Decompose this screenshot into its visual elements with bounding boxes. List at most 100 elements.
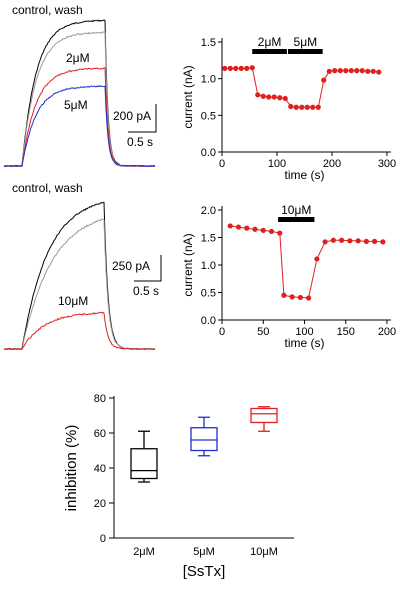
ytick-label-b: 1.0 bbox=[201, 74, 216, 86]
trace-label-2uM: 2μM bbox=[66, 51, 90, 65]
xtick-label-d: 200 bbox=[378, 326, 396, 338]
application-bar-label: 2μM bbox=[258, 35, 282, 49]
application-bar bbox=[288, 49, 323, 54]
panel-c-current-traces: control, wash 10μM 250 pA 0.5 s bbox=[3, 181, 162, 351]
axes-b bbox=[221, 38, 391, 153]
data-point-b bbox=[260, 93, 266, 99]
data-point-b bbox=[348, 68, 354, 74]
trace-a-5uM bbox=[3, 85, 156, 168]
trace-c-wash bbox=[3, 218, 156, 351]
ytick-label-d: 0.5 bbox=[201, 288, 216, 300]
ytick-label-d: 2.0 bbox=[201, 205, 216, 217]
ytick-label-e: 40 bbox=[94, 463, 106, 475]
data-point-d bbox=[330, 237, 336, 243]
ytick-label-e: 60 bbox=[94, 428, 106, 440]
data-point-d bbox=[235, 224, 242, 230]
xtick-label-b: 0 bbox=[219, 158, 225, 170]
data-point-d bbox=[268, 228, 275, 235]
data-point-d bbox=[260, 227, 266, 233]
data-point-b bbox=[227, 65, 233, 71]
scale-bar-c-x-label: 0.5 s bbox=[133, 284, 159, 298]
ytick-label-d: 0.0 bbox=[201, 315, 216, 327]
application-bar-label: 5μM bbox=[294, 35, 318, 49]
series-line-d bbox=[230, 225, 383, 299]
ytick-label-d: 1.5 bbox=[201, 233, 216, 245]
data-point-d bbox=[289, 294, 295, 300]
xtick-label-b: 100 bbox=[268, 158, 286, 170]
data-point-b bbox=[222, 65, 228, 71]
data-point-d bbox=[347, 238, 353, 244]
data-point-b bbox=[288, 103, 294, 110]
ytick-label-b: 0.5 bbox=[201, 110, 216, 122]
data-point-b bbox=[249, 65, 255, 71]
data-point-b bbox=[365, 68, 371, 74]
trace-label-10uM: 10μM bbox=[58, 294, 88, 308]
xtick-label-e: 2μM bbox=[133, 546, 155, 558]
data-point-d bbox=[380, 239, 386, 245]
application-bar-label: 10μM bbox=[281, 203, 311, 217]
xtick-label-d: 150 bbox=[337, 326, 355, 338]
ytick-label-e: 20 bbox=[94, 498, 106, 510]
panel-e-inhibition-boxplot: 0 20 40 60 80 inhibition (%) [SsTx] 2μM 5μM 10μM bbox=[63, 393, 294, 580]
data-point-d bbox=[322, 239, 328, 245]
data-point-b bbox=[238, 65, 244, 71]
data-point-d bbox=[252, 226, 258, 232]
data-point-d bbox=[314, 256, 320, 262]
data-point-b bbox=[337, 68, 343, 74]
scale-bar-a bbox=[128, 104, 157, 133]
xlabel-e: [SsTx] bbox=[183, 563, 226, 580]
ylabel-d: current (nA) bbox=[181, 233, 195, 296]
data-point-d bbox=[244, 225, 250, 231]
xtick-label-e: 5μM bbox=[193, 546, 215, 558]
data-point-b bbox=[277, 95, 283, 101]
data-point-d bbox=[355, 238, 361, 244]
data-point-d bbox=[297, 294, 303, 301]
panel-a-current-traces: control, wash 2μM 5μM 200 pA 0.5 s bbox=[3, 3, 157, 168]
xtick-label-b: 300 bbox=[378, 158, 396, 170]
data-point-b bbox=[266, 94, 272, 100]
scale-bar-a-x-label: 0.5 s bbox=[127, 135, 153, 149]
scale-bar-c-y-label: 250 pA bbox=[112, 259, 150, 273]
data-point-b bbox=[315, 104, 321, 110]
application-bar bbox=[278, 217, 315, 222]
data-point-b bbox=[255, 92, 261, 98]
ytick-label-e: 0 bbox=[100, 533, 106, 545]
data-point-b bbox=[233, 65, 239, 71]
data-point-b bbox=[326, 68, 332, 74]
scale-bar-a-y-label: 200 pA bbox=[113, 109, 151, 123]
xtick-label-d: 100 bbox=[295, 326, 313, 338]
trace-label-5uM: 5μM bbox=[64, 98, 88, 112]
trace-c-10uM bbox=[3, 311, 156, 351]
xtick-label-e: 10μM bbox=[250, 546, 278, 558]
panel-b-time-course: 0.0 0.5 1.0 1.5 0 100 200 300 time (s) current (n… bbox=[181, 35, 396, 182]
data-point-b bbox=[354, 68, 360, 74]
ytick-label-b: 0.0 bbox=[201, 147, 216, 159]
xtick-label-b: 200 bbox=[323, 158, 341, 170]
panel-c-title: control, wash bbox=[12, 181, 83, 195]
axes-d bbox=[221, 206, 391, 321]
ytick-label-e: 80 bbox=[94, 393, 106, 405]
data-point-b bbox=[359, 68, 365, 74]
ytick-label-b: 1.5 bbox=[201, 37, 216, 49]
xtick-label-d: 0 bbox=[219, 326, 225, 338]
data-point-b bbox=[370, 68, 376, 74]
panel-d-time-course: 0.0 0.5 1.0 1.5 2.0 0 50 100 150 200 time (s) curre… bbox=[181, 203, 396, 350]
data-point-b bbox=[321, 77, 327, 83]
data-point-b bbox=[304, 104, 310, 110]
data-point-d bbox=[306, 295, 312, 301]
data-point-b bbox=[376, 69, 382, 75]
xtick-label-d: 50 bbox=[257, 326, 269, 338]
data-point-b bbox=[332, 68, 338, 74]
xlabel-d: time (s) bbox=[285, 336, 325, 350]
data-point-d bbox=[277, 230, 283, 236]
scale-bar-c bbox=[134, 255, 162, 282]
data-point-b bbox=[343, 68, 349, 74]
data-point-b bbox=[271, 94, 277, 100]
data-point-b bbox=[244, 65, 250, 71]
data-point-d bbox=[281, 292, 287, 298]
xlabel-b: time (s) bbox=[285, 168, 325, 182]
data-point-b bbox=[299, 104, 305, 110]
ylabel-b: current (nA) bbox=[181, 65, 195, 128]
box-3 bbox=[250, 407, 278, 424]
